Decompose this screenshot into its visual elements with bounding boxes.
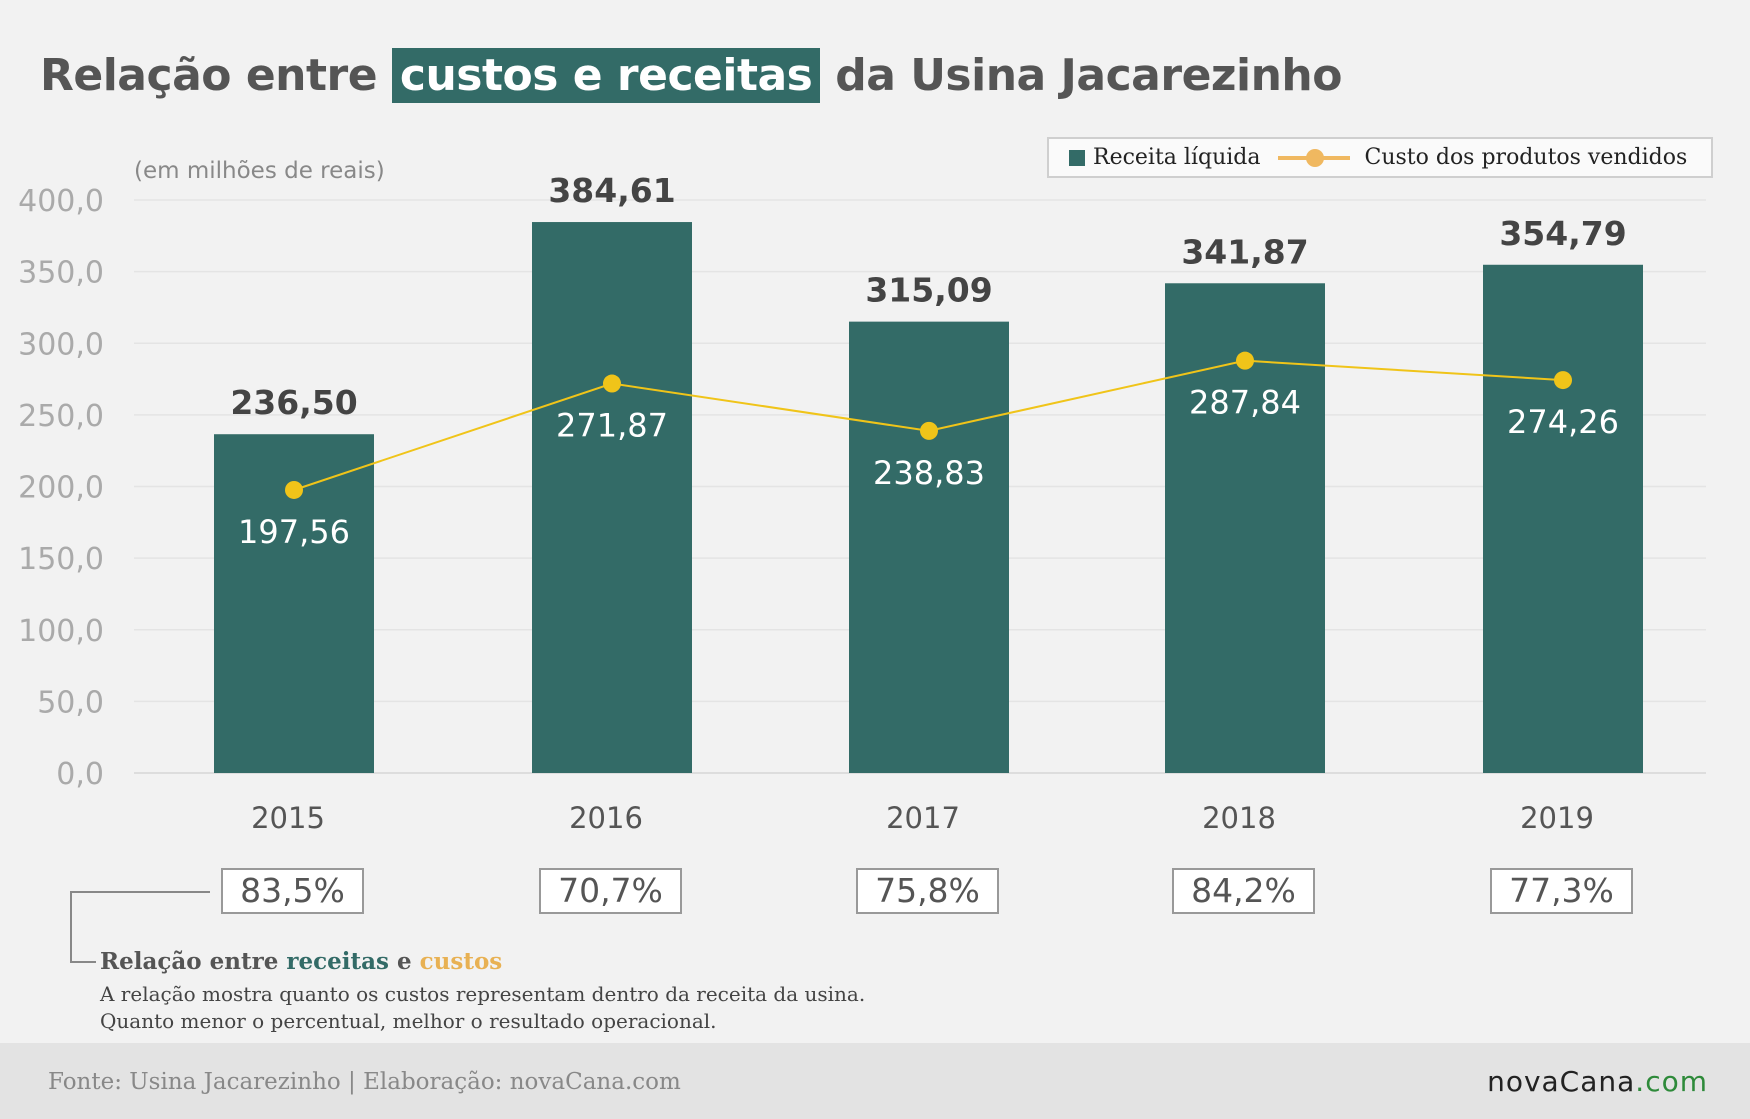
cost-point xyxy=(603,374,621,393)
brand-suffix: .com xyxy=(1635,1065,1708,1098)
cost-point xyxy=(285,480,303,499)
ratio-connector-foot xyxy=(70,961,96,963)
cost-value-label: 274,26 xyxy=(1507,403,1619,441)
x-tick-label: 2015 xyxy=(251,801,325,835)
ratio-box: 77,3% xyxy=(1490,868,1633,914)
y-tick-label: 300,0 xyxy=(18,327,104,362)
y-tick-label: 50,0 xyxy=(37,685,104,720)
y-tick-label: 250,0 xyxy=(18,399,104,434)
legend-bar-swatch xyxy=(1069,149,1085,166)
cost-point xyxy=(1236,351,1254,370)
cost-point xyxy=(1554,371,1572,390)
bar-value-label: 341,87 xyxy=(1181,232,1308,271)
note-head-prefix: Relação entre xyxy=(100,948,287,975)
chart-title: Relação entre custos e receitas da Usina… xyxy=(40,48,1342,103)
legend-bar-label: Receita líquida xyxy=(1093,145,1261,170)
y-tick-label: 150,0 xyxy=(18,542,104,577)
ratio-connector xyxy=(70,891,210,893)
legend-line-swatch xyxy=(1278,148,1351,167)
note-line-2: Quanto menor o percentual, melhor o resu… xyxy=(100,1009,717,1033)
ratio-box: 70,7% xyxy=(539,868,682,914)
ratio-box: 83,5% xyxy=(221,868,364,914)
y-tick-label: 0,0 xyxy=(56,757,104,792)
bar xyxy=(849,321,1009,773)
source-text: Fonte: Usina Jacarezinho | Elaboração: n… xyxy=(48,1069,681,1095)
title-after: da Usina Jacarezinho xyxy=(820,50,1342,101)
bar xyxy=(532,222,692,774)
ratio-box: 75,8% xyxy=(856,868,999,914)
unit-label: (em milhões de reais) xyxy=(134,158,385,184)
x-tick-label: 2017 xyxy=(886,801,960,835)
x-tick-label: 2018 xyxy=(1202,801,1276,835)
cost-value-label: 197,56 xyxy=(238,513,350,551)
brand-name: novaCana xyxy=(1487,1065,1636,1098)
bar xyxy=(1483,264,1643,773)
note-head-orange: custos xyxy=(419,948,503,975)
note-heading: Relação entre receitas e custos xyxy=(100,948,865,975)
cost-value-label: 238,83 xyxy=(873,454,985,492)
ratio-box: 84,2% xyxy=(1172,868,1315,914)
cost-value-label: 271,87 xyxy=(556,407,668,445)
note-head-green: receitas xyxy=(286,948,389,975)
brand-logo: novaCana.com xyxy=(1487,1065,1708,1098)
ratio-note: Relação entre receitas e custos A relaçã… xyxy=(100,948,865,1035)
bar-value-label: 354,79 xyxy=(1499,214,1626,253)
y-tick-label: 400,0 xyxy=(18,184,104,219)
cost-point xyxy=(920,421,938,440)
legend-line-label: Custo dos produtos vendidos xyxy=(1364,145,1688,170)
bar-value-label: 315,09 xyxy=(865,271,992,310)
title-before: Relação entre xyxy=(40,50,392,101)
y-tick-label: 200,0 xyxy=(18,471,104,506)
y-tick-label: 350,0 xyxy=(18,256,104,291)
note-head-mid: e xyxy=(389,948,420,975)
title-highlight: custos e receitas xyxy=(391,48,821,103)
x-tick-label: 2019 xyxy=(1520,801,1594,835)
note-line-1: A relação mostra quanto os custos repres… xyxy=(100,982,866,1006)
cost-value-label: 287,84 xyxy=(1189,384,1301,422)
y-tick-label: 100,0 xyxy=(18,614,104,649)
bar-value-label: 236,50 xyxy=(230,383,357,422)
chart-svg: 0,0 50,0 100,0 150,0 200,0 250,0 300,0 350,0 400… xyxy=(18,171,1706,835)
x-tick-label: 2016 xyxy=(569,801,643,835)
bar-value-label: 384,61 xyxy=(548,171,675,210)
footer: Fonte: Usina Jacarezinho | Elaboração: n… xyxy=(0,1043,1750,1119)
legend: Receita líquida Custo dos produtos vendi… xyxy=(1047,137,1713,178)
ratio-connector-vertical xyxy=(70,891,72,962)
